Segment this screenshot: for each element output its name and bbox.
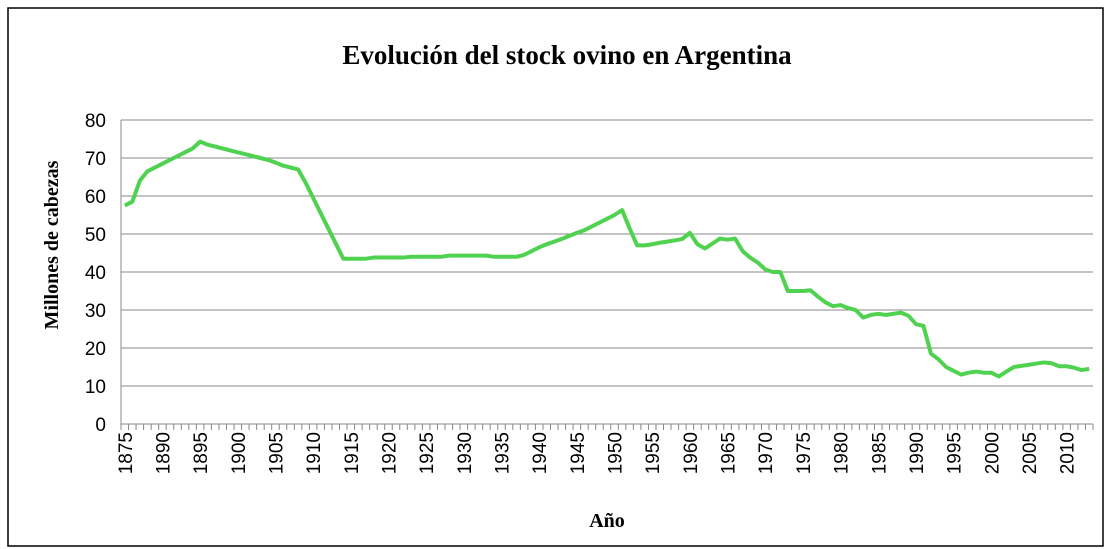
y-tick-label: 70 <box>85 149 106 170</box>
x-tick-label: 2000 <box>982 432 1003 474</box>
y-tick-label: 40 <box>85 263 106 284</box>
x-tick-label: 1975 <box>794 432 815 474</box>
y-tick-label: 20 <box>85 339 106 360</box>
y-tick-label: 80 <box>85 111 106 132</box>
x-tick-label: 1940 <box>530 432 551 474</box>
y-tick-label: 60 <box>85 187 106 208</box>
x-tick-label: 1965 <box>719 432 740 474</box>
x-tick-label: 1935 <box>493 432 514 474</box>
x-tick-label: 1955 <box>643 432 664 474</box>
x-tick-label: 1910 <box>304 432 325 474</box>
x-tick-label: 1925 <box>417 432 438 474</box>
x-tick-label: 1890 <box>153 432 174 474</box>
x-tick-label: 1990 <box>907 432 928 474</box>
x-axis-label: Año <box>589 510 625 532</box>
data-line <box>123 139 1090 379</box>
chart-title: Evolución del stock ovino en Argentina <box>342 40 792 70</box>
x-tick-label: 1915 <box>342 432 363 474</box>
x-tick-label: 2005 <box>1020 432 1041 474</box>
x-tick-label: 1970 <box>756 432 777 474</box>
x-tick-label: 1875 <box>116 432 137 474</box>
x-tick-label: 1900 <box>229 432 250 474</box>
x-tick-label: 1980 <box>832 432 853 474</box>
x-tick-label: 1945 <box>568 432 589 474</box>
x-tick-label: 1995 <box>945 432 966 474</box>
y-tick-label: 0 <box>95 415 106 436</box>
x-tick-label: 1985 <box>869 432 890 474</box>
y-axis-label: Millones de cabezas <box>41 160 63 329</box>
x-tick-label: 1895 <box>191 432 212 474</box>
x-tick-label: 1960 <box>681 432 702 474</box>
x-tick-label: 1920 <box>379 432 400 474</box>
x-tick-label: 1905 <box>266 432 287 474</box>
y-tick-label: 30 <box>85 301 106 322</box>
x-tick-label: 1950 <box>606 432 627 474</box>
y-tick-label: 10 <box>85 377 106 398</box>
y-tick-label: 50 <box>85 225 106 246</box>
chart-frame <box>7 7 1104 547</box>
x-tick-label: 1930 <box>455 432 476 474</box>
x-tick-label: 2010 <box>1058 432 1079 474</box>
